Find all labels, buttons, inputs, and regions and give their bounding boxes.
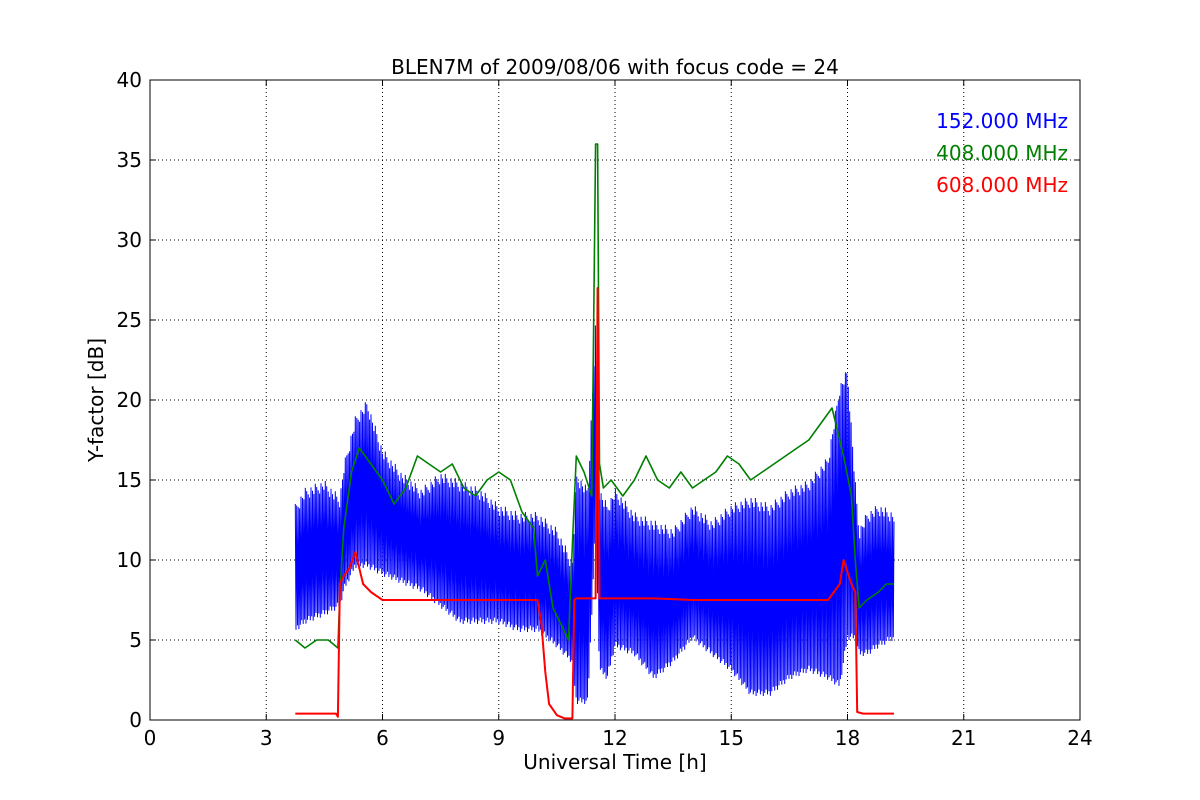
x-tick-label: 9 <box>492 726 505 750</box>
series-line-608mhz <box>295 287 894 720</box>
x-tick-label: 15 <box>719 726 744 750</box>
series-line-152mhz <box>294 325 895 705</box>
x-tick-label: 18 <box>835 726 860 750</box>
y-tick-label: 35 <box>117 148 142 172</box>
ticks: 0 3 6 9 12 15 18 21 24 0 5 10 15 20 25 30 35 40 <box>117 68 1093 750</box>
legend-entry-408mhz: 408.000 MHz <box>936 141 1068 165</box>
x-tick-label: 0 <box>144 726 157 750</box>
x-axis-label: Universal Time [h] <box>523 750 706 774</box>
y-axis-label: Y-factor [dB] <box>84 338 108 463</box>
chart-title: BLEN7M of 2009/08/06 with focus code = 2… <box>391 55 839 79</box>
y-tick-label: 15 <box>117 468 142 492</box>
x-tick-label: 6 <box>376 726 389 750</box>
y-tick-label: 5 <box>129 628 142 652</box>
legend-entry-152mhz: 152.000 MHz <box>936 109 1068 133</box>
y-tick-label: 25 <box>117 308 142 332</box>
x-tick-label: 3 <box>260 726 273 750</box>
x-tick-label: 21 <box>951 726 976 750</box>
legend-entry-608mhz: 608.000 MHz <box>936 173 1068 197</box>
y-tick-label: 0 <box>129 708 142 732</box>
y-tick-label: 10 <box>117 548 142 572</box>
series-layer <box>294 143 895 720</box>
series-line-408mhz <box>294 143 894 649</box>
x-tick-label: 12 <box>602 726 627 750</box>
x-tick-label: 24 <box>1067 726 1092 750</box>
y-tick-label: 20 <box>117 388 142 412</box>
y-tick-label: 40 <box>117 68 142 92</box>
y-tick-label: 30 <box>117 228 142 252</box>
legend: 152.000 MHz 408.000 MHz 608.000 MHz <box>936 109 1068 197</box>
